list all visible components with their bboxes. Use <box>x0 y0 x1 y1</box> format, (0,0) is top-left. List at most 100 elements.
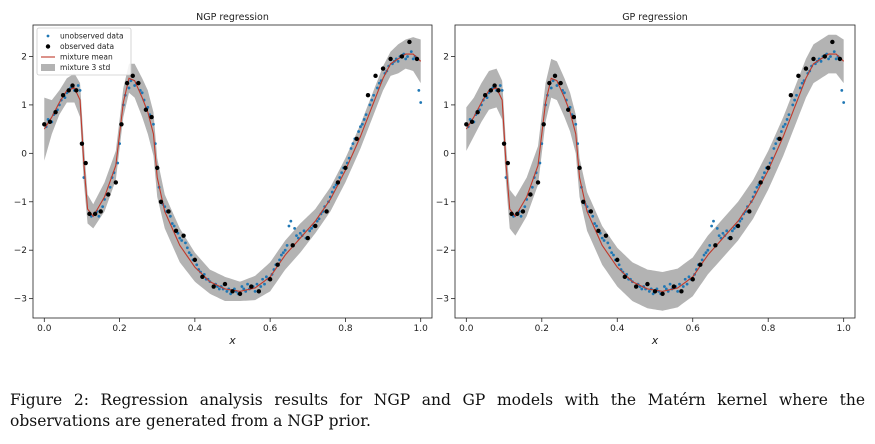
unobserved-data-point <box>761 176 764 179</box>
x-tick-label: 1.0 <box>414 324 429 334</box>
unobserved-data-point <box>842 101 846 104</box>
unobserved-data-point <box>261 277 265 281</box>
y-tick-label: −1 <box>436 198 449 208</box>
unobserved-data-point <box>763 171 766 175</box>
y-tick-label: 1 <box>21 101 27 111</box>
unobserved-data-point <box>338 176 342 179</box>
unobserved-data-point <box>538 161 542 165</box>
observed-data-point <box>475 109 480 115</box>
unobserved-data-point <box>606 241 610 245</box>
observed-data-point <box>603 233 609 238</box>
unobserved-data-point <box>140 91 144 95</box>
observed-data-point <box>173 228 179 234</box>
unobserved-data-point <box>738 219 742 223</box>
observed-data-point <box>509 211 514 217</box>
y-tick-label: −1 <box>14 198 27 208</box>
unobserved-data-point <box>317 217 321 221</box>
x-axis-label: x <box>228 334 236 347</box>
unobserved-data-point <box>681 285 685 288</box>
observed-data-point <box>547 80 552 86</box>
x-tick-label: 0.4 <box>610 324 625 334</box>
unobserved-data-point <box>133 84 137 87</box>
unobserved-data-point <box>795 93 798 97</box>
unobserved-data-point <box>791 103 795 107</box>
observed-data-point <box>660 291 665 296</box>
unobserved-data-point <box>753 190 757 194</box>
unobserved-data-point <box>264 275 268 279</box>
unobserved-data-point <box>357 130 360 133</box>
unobserved-data-point <box>832 50 836 54</box>
observed-data-point <box>335 180 341 185</box>
observed-data-point <box>535 180 541 185</box>
observed-data-point <box>365 93 371 98</box>
unobserved-data-point <box>253 289 257 293</box>
y-tick-label: −3 <box>436 295 449 305</box>
observed-data-point <box>728 235 733 241</box>
observed-data-point <box>464 122 469 127</box>
observed-data-point <box>211 284 216 289</box>
observed-data-point <box>766 165 771 171</box>
unobserved-data-point <box>127 86 131 90</box>
observed-data-point <box>373 73 378 79</box>
unobserved-data-point <box>591 214 595 218</box>
unobserved-data-point <box>351 142 355 146</box>
ngp-regression-panel: NGP regression 0.0 0.2 0.4 0.6 0.8 1.0 −3 −2 −1 0 1… <box>14 12 433 347</box>
unobserved-data-point <box>740 217 744 221</box>
figure-caption: Figure 2: Regression analysis results fo… <box>10 391 865 430</box>
observed-data-point <box>469 119 475 125</box>
observed-data-point <box>267 277 273 282</box>
observed-data-point <box>803 66 809 71</box>
observed-data-point <box>645 281 650 287</box>
x-tick-label: 0.2 <box>112 324 126 334</box>
y-tick-label: 0 <box>443 149 449 159</box>
unobserved-data-point <box>293 227 297 230</box>
observed-data-point <box>74 88 79 93</box>
unobserved-data-point <box>685 282 689 286</box>
unobserved-data-point <box>376 86 379 90</box>
unobserved-data-point <box>840 88 844 92</box>
observed-data-point <box>230 289 235 294</box>
unobserved-data-point <box>770 156 774 160</box>
unobserved-data-point <box>730 229 734 233</box>
observed-data-point <box>515 211 520 217</box>
unobserved-data-point <box>774 142 778 146</box>
observed-data-point <box>343 165 348 171</box>
observed-data-point <box>87 211 92 217</box>
unobserved-data-point <box>647 289 651 293</box>
unobserved-data-point <box>349 147 353 150</box>
observed-data-point <box>735 223 741 229</box>
observed-data-point <box>811 56 816 62</box>
unobserved-data-point <box>411 57 415 61</box>
observed-data-point <box>143 107 149 112</box>
unobserved-data-point <box>798 86 802 90</box>
unobserved-data-point <box>715 227 719 230</box>
unobserved-data-point <box>289 219 293 223</box>
unobserved-data-point <box>640 287 644 291</box>
unobserved-data-point <box>593 222 597 225</box>
observed-data-point <box>588 209 594 214</box>
observed-data-point <box>305 235 310 241</box>
x-tick-label: 0.6 <box>686 324 701 334</box>
unobserved-data-point <box>298 231 302 235</box>
unobserved-data-point <box>283 248 287 252</box>
unobserved-data-point <box>755 185 759 189</box>
unobserved-data-point <box>172 224 176 228</box>
unobserved-data-point <box>101 205 105 209</box>
x-tick-label: 0.4 <box>188 324 203 334</box>
unobserved-data-point <box>678 282 681 286</box>
unobserved-data-point <box>612 253 615 257</box>
unobserved-data-point <box>217 287 221 291</box>
observed-data-point <box>249 284 254 289</box>
unobserved-data-point <box>781 125 785 129</box>
unobserved-data-point <box>595 224 598 228</box>
observed-data-point <box>747 209 752 214</box>
observed-data-point <box>130 73 135 79</box>
observed-data-point <box>414 56 420 62</box>
observed-data-point <box>496 88 501 93</box>
unobserved-data-point <box>519 214 523 218</box>
unobserved-data-point <box>617 263 621 267</box>
unobserved-data-point <box>362 118 366 121</box>
y-tick-label: −2 <box>436 246 449 256</box>
legend-entry-label: mixture 3 std <box>60 63 110 72</box>
unobserved-data-point <box>551 79 555 83</box>
